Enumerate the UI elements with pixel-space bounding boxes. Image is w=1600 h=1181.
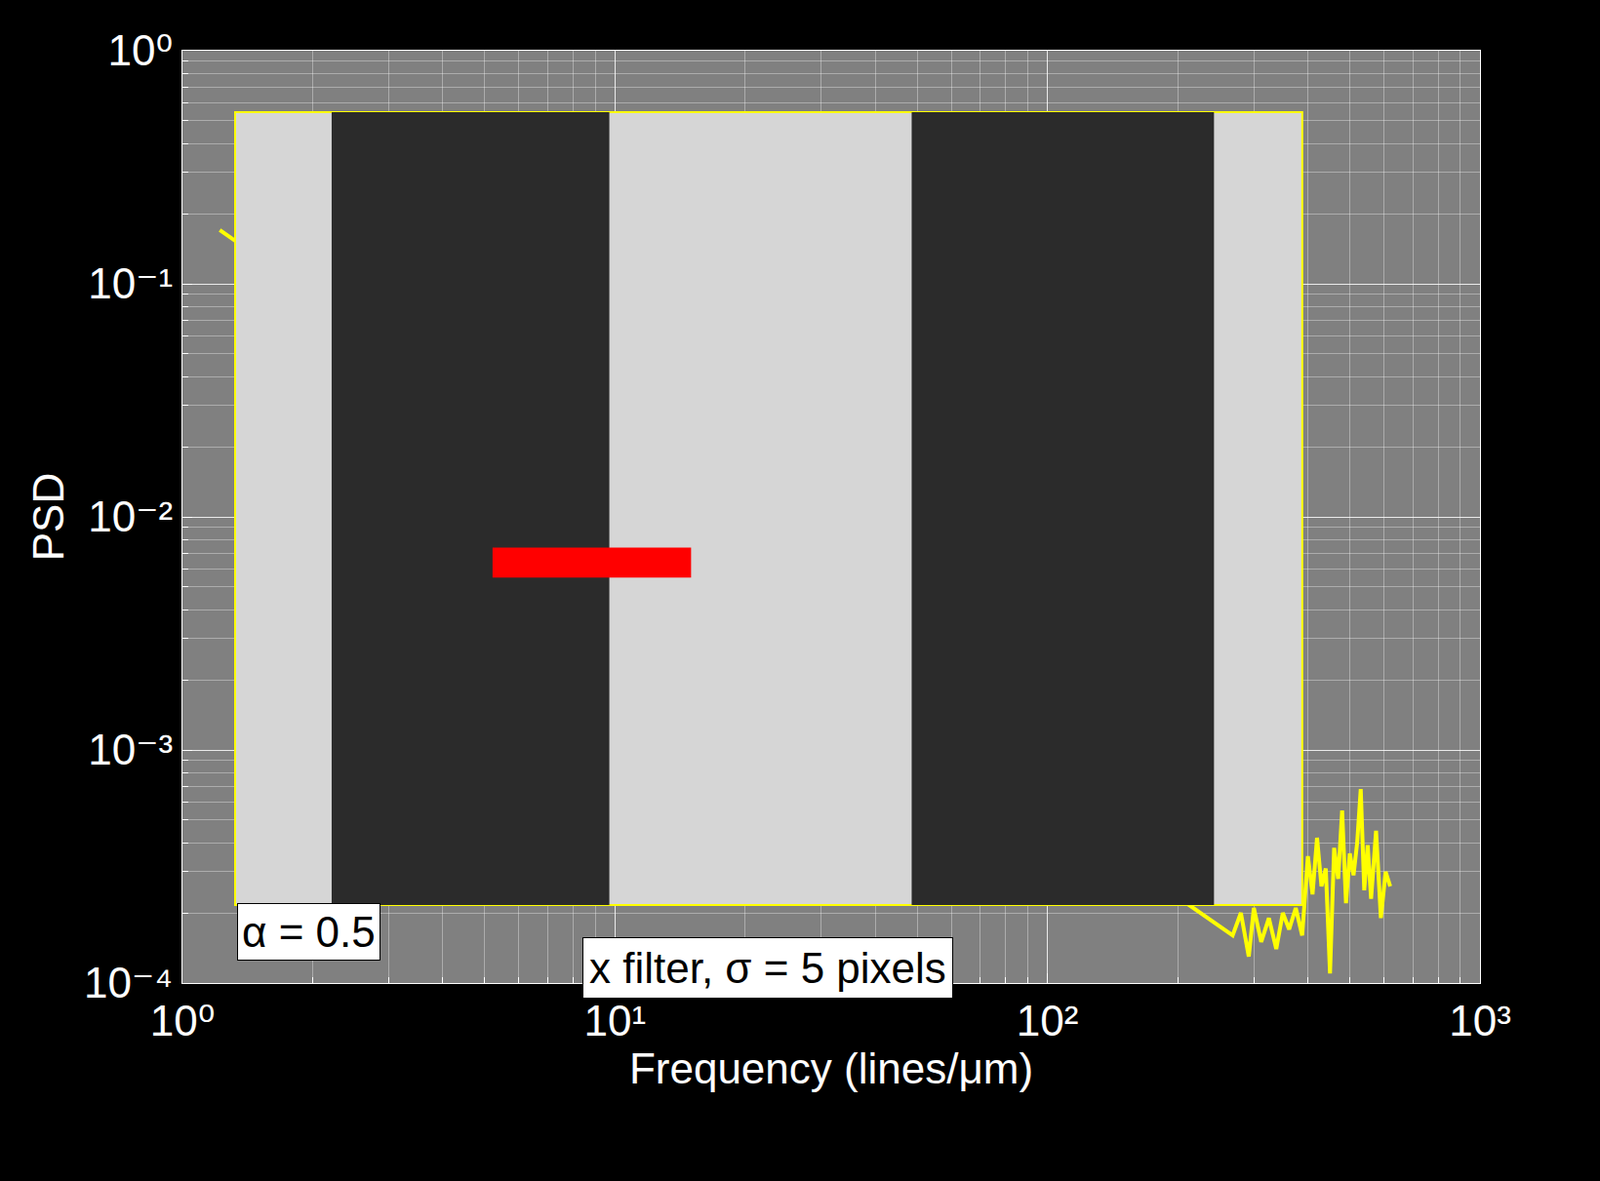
svg-text:10¹: 10¹ xyxy=(584,997,647,1045)
svg-text:10⁻³: 10⁻³ xyxy=(87,725,173,774)
svg-text:10⁰: 10⁰ xyxy=(150,997,216,1045)
svg-text:10²: 10² xyxy=(1016,997,1080,1045)
svg-text:10⁻¹: 10⁻¹ xyxy=(87,259,173,308)
svg-text:x filter, σ = 5 pixels: x filter, σ = 5 pixels xyxy=(589,944,947,993)
svg-text:10⁻²: 10⁻² xyxy=(87,492,173,541)
svg-text:10³: 10³ xyxy=(1448,997,1512,1045)
svg-text:α = 0.5: α = 0.5 xyxy=(241,908,376,957)
svg-text:10⁻⁴: 10⁻⁴ xyxy=(83,959,173,1007)
svg-text:Frequency (lines/μm): Frequency (lines/μm) xyxy=(629,1044,1034,1093)
svg-text:PSD: PSD xyxy=(24,473,73,561)
svg-text:10⁰: 10⁰ xyxy=(108,26,174,75)
